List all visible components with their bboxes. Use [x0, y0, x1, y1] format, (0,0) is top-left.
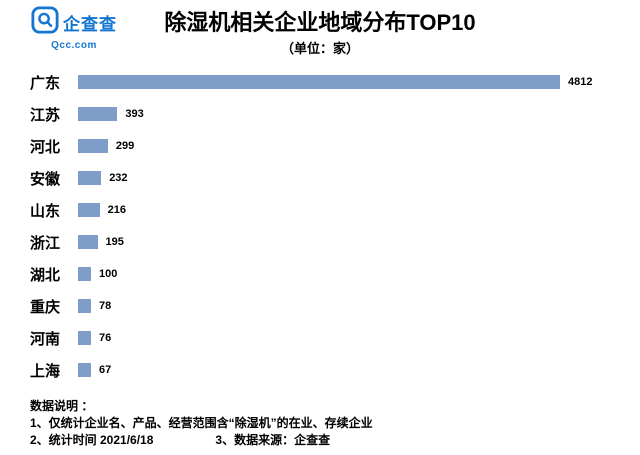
category-label: 上海: [30, 362, 61, 380]
bar-row: 广东 4812: [30, 66, 640, 98]
note-stat-date: 2、统计时间 2021/6/18: [30, 433, 154, 447]
note-line-2: 2、统计时间 2021/6/18 3、数据来源：企查查: [30, 432, 640, 449]
chart-unit-label: （单位：家）: [280, 41, 359, 56]
bar: [78, 107, 118, 121]
bar-row: 湖北 100: [30, 258, 640, 290]
bar-value-label: 100: [99, 268, 118, 280]
bar: [78, 235, 98, 249]
bar-value-label: 76: [99, 332, 112, 344]
bar-row: 重庆 78: [30, 290, 640, 322]
category-label: 河北: [30, 138, 61, 156]
bar-row: 山东 216: [30, 194, 640, 226]
category-label: 河南: [30, 330, 61, 348]
bar-value-label: 78: [99, 300, 112, 312]
bar: [78, 299, 91, 313]
data-notes: 数据说明 ： 1、仅统计企业名、产品、经营范围含“除湿机”的在业、存续企业 2、…: [30, 398, 640, 449]
bar: [78, 363, 91, 377]
bar: [78, 75, 560, 89]
qcc-logo: 企查查 Qcc.com: [28, 6, 120, 51]
bar-value-label: 195: [105, 236, 124, 248]
note-line-1: 1、仅统计企业名、产品、经营范围含“除湿机”的在业、存续企业: [30, 416, 373, 430]
category-label: 重庆: [30, 298, 61, 316]
logo-brand-text: 企查查: [63, 15, 117, 34]
bar: [78, 331, 91, 345]
bar-row: 上海 67: [30, 354, 640, 386]
note-data-source: 3、数据来源：企查查: [215, 433, 331, 447]
bar-row: 安徽 232: [30, 162, 640, 194]
bar-row: 河北 299: [30, 130, 640, 162]
category-label: 山东: [30, 202, 61, 220]
bar-row: 浙江 195: [30, 226, 640, 258]
bar-value-label: 232: [109, 172, 128, 184]
logo-domain-text: Qcc.com: [51, 40, 97, 51]
notes-heading: 数据说明 ：: [30, 399, 94, 413]
bar-row: 河南 76: [30, 322, 640, 354]
bar-value-label: 299: [115, 140, 135, 152]
bar: [78, 171, 102, 185]
header: 企查查 Qcc.com 除湿机相关企业地域分布TOP10 （单位：家）: [0, 0, 640, 62]
bar: [78, 139, 108, 153]
bar-value-label: 393: [125, 108, 144, 120]
bar-value-label: 67: [99, 364, 112, 376]
bar-chart: 广东 4812 江苏 393 河北 299 安徽 232 山东 216 浙江 195 湖北 100 重庆 78…: [30, 66, 640, 386]
bar-value-label: 216: [107, 204, 126, 216]
chart-title: 除湿机相关企业地域分布TOP10: [164, 10, 476, 35]
bar: [78, 203, 100, 217]
category-label: 江苏: [30, 106, 61, 124]
category-label: 浙江: [30, 234, 61, 252]
category-label: 广东: [30, 74, 61, 92]
bar: [78, 267, 91, 281]
category-label: 湖北: [30, 266, 61, 284]
qcc-logo-icon: [31, 6, 59, 39]
bar-row: 江苏 393: [30, 98, 640, 130]
bar-rows: 广东 4812 江苏 393 河北 299 安徽 232 山东 216 浙江 195 湖北 100 重庆 78…: [30, 66, 640, 386]
bar-value-label: 4812: [568, 76, 593, 88]
category-label: 安徽: [30, 170, 61, 188]
